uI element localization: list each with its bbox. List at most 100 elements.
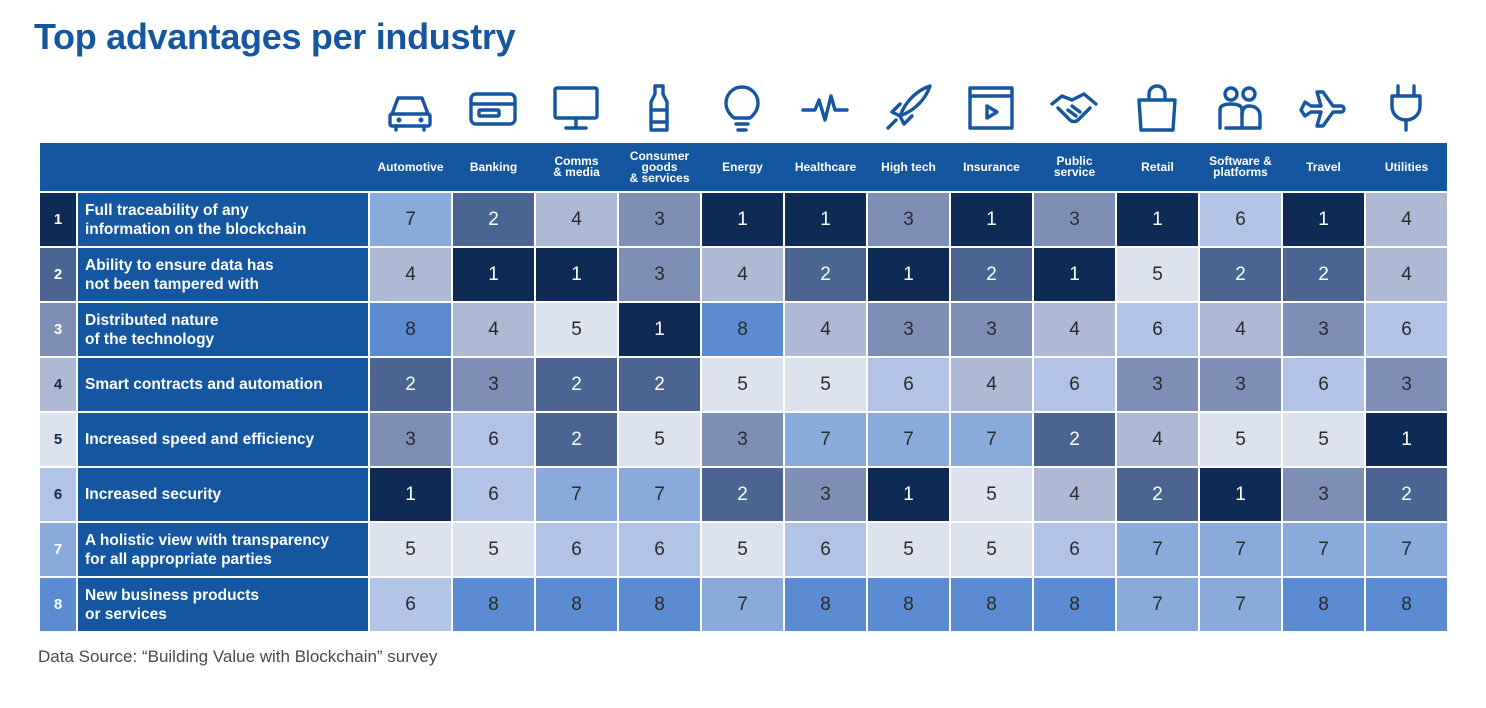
row-label-text: Smart contracts and automation (85, 376, 323, 393)
row-label-text: Ability to ensure data has not been tamp… (85, 256, 274, 293)
heatmap-cell: 1 (453, 248, 534, 301)
heatmap-cell: 6 (1117, 303, 1198, 356)
heatmap-cell: 4 (1034, 468, 1115, 521)
heatmap-cell: 8 (1283, 578, 1364, 631)
heatmap-cell: 2 (370, 358, 451, 411)
heatmap-cell: 4 (536, 193, 617, 246)
heatmap-cell: 1 (785, 193, 866, 246)
credit-card-icon (453, 80, 533, 136)
column-header: Comms & media (536, 143, 617, 191)
heatmap-cell: 1 (619, 303, 700, 356)
industry-icons (0, 80, 1486, 136)
people-icon (1200, 80, 1280, 136)
heatmap-cell: 7 (1117, 578, 1198, 631)
heatmap-cell: 3 (619, 248, 700, 301)
heatmap-cell: 7 (1200, 578, 1281, 631)
heatmap-cell: 1 (1366, 413, 1447, 466)
heatmap-cell: 1 (1200, 468, 1281, 521)
heatmap-cell: 6 (453, 413, 534, 466)
heatmap-cell: 1 (702, 193, 783, 246)
heatmap-cell: 4 (1117, 413, 1198, 466)
column-header: Travel (1283, 143, 1364, 191)
heatmap-cell: 7 (951, 413, 1032, 466)
heatmap-cell: 7 (619, 468, 700, 521)
row-rank-number: 3 (40, 303, 76, 356)
row-label: Distributed nature of the technology (78, 303, 368, 356)
heatmap-cell: 2 (1366, 468, 1447, 521)
monitor-icon (536, 80, 616, 136)
airplane-icon (1283, 80, 1363, 136)
heatmap-cell: 5 (370, 523, 451, 576)
row-rank-number: 7 (40, 523, 76, 576)
heatmap-cell: 3 (370, 413, 451, 466)
heatmap-cell: 6 (370, 578, 451, 631)
heatmap-cell: 5 (619, 413, 700, 466)
row-rank-number: 5 (40, 413, 76, 466)
row-label-text: New business products or services (85, 586, 259, 623)
heatmap-cell: 5 (951, 468, 1032, 521)
heatmap-cell: 3 (702, 413, 783, 466)
heatmap-cell: 4 (951, 358, 1032, 411)
heatmap-cell: 1 (1117, 193, 1198, 246)
column-header: Retail (1117, 143, 1198, 191)
heatmap-cell: 7 (702, 578, 783, 631)
column-header-label: Retail (1141, 159, 1174, 174)
row-rank-number: 4 (40, 358, 76, 411)
advantages-heatmap: Automotive Banking Comms & media Consumer g… (40, 143, 1447, 633)
column-header-label: Utilities (1384, 159, 1429, 174)
column-header-label: Insurance (963, 159, 1020, 174)
column-header: Automotive (370, 143, 451, 191)
heatmap-cell: 1 (951, 193, 1032, 246)
heatmap-cell: 6 (868, 358, 949, 411)
heatmap-cell: 3 (785, 468, 866, 521)
heatmap-cell: 5 (868, 523, 949, 576)
shopping-bag-icon (1117, 80, 1197, 136)
heatmap-cell: 1 (868, 468, 949, 521)
heatmap-cell: 4 (1366, 193, 1447, 246)
heatmap-cell: 7 (1200, 523, 1281, 576)
row-label: Smart contracts and automation (78, 358, 368, 411)
heatmap-cell: 2 (785, 248, 866, 301)
heatmap-cell: 5 (951, 523, 1032, 576)
row-label: A holistic view with transparency for al… (78, 523, 368, 576)
heatmap-cell: 2 (619, 358, 700, 411)
pulse-icon (785, 80, 865, 136)
heatmap-cell: 2 (951, 248, 1032, 301)
row-label: Full traceability of any information on … (78, 193, 368, 246)
heatmap-cell: 4 (702, 248, 783, 301)
heatmap-cell: 3 (868, 303, 949, 356)
row-label: New business products or services (78, 578, 368, 631)
heatmap-cell: 7 (370, 193, 451, 246)
heatmap-cell: 3 (1200, 358, 1281, 411)
heatmap-cell: 6 (1366, 303, 1447, 356)
heatmap-cell: 8 (536, 578, 617, 631)
heatmap-cell: 6 (536, 523, 617, 576)
row-rank-number: 2 (40, 248, 76, 301)
heatmap-cell: 2 (453, 193, 534, 246)
heatmap-cell: 7 (1283, 523, 1364, 576)
heatmap-cell: 2 (1117, 468, 1198, 521)
heatmap-cell: 6 (1034, 523, 1115, 576)
row-label-text: Increased security (85, 486, 222, 503)
heatmap-cell: 5 (1200, 413, 1281, 466)
column-header-label: Software & platforms (1209, 154, 1272, 179)
column-header: Healthcare (785, 143, 866, 191)
row-label-text: Full traceability of any information on … (85, 201, 307, 238)
car-icon (370, 80, 450, 136)
heatmap-cell: 2 (1034, 413, 1115, 466)
heatmap-cell: 3 (1283, 303, 1364, 356)
heatmap-cell: 8 (619, 578, 700, 631)
column-header: Energy (702, 143, 783, 191)
heatmap-cell: 6 (1200, 193, 1281, 246)
heatmap-cell: 5 (1117, 248, 1198, 301)
heatmap-cell: 3 (453, 358, 534, 411)
heatmap-cell: 5 (1283, 413, 1364, 466)
heatmap-cell: 3 (951, 303, 1032, 356)
column-header-label: Comms & media (553, 154, 600, 179)
column-header-label: Healthcare (794, 159, 857, 174)
column-header-label: Energy (722, 159, 763, 174)
row-rank-number: 8 (40, 578, 76, 631)
column-header: High tech (868, 143, 949, 191)
heatmap-cell: 4 (1200, 303, 1281, 356)
heatmap-cell: 5 (702, 358, 783, 411)
